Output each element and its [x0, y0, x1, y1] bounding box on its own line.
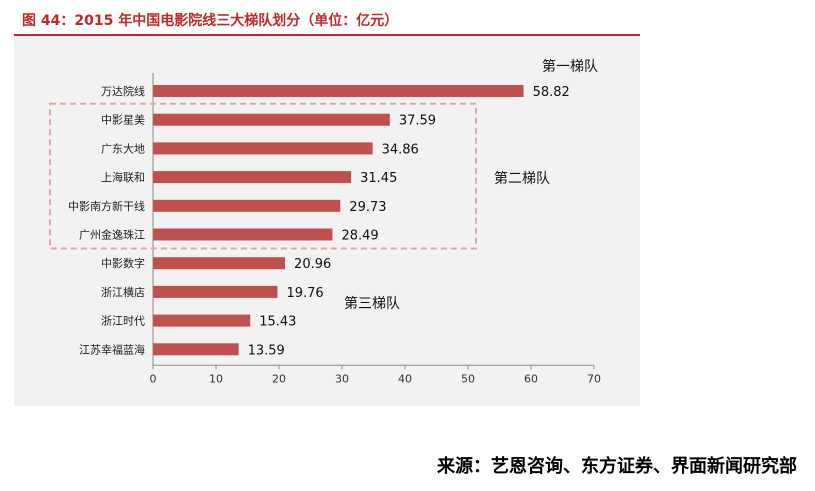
bar	[153, 228, 333, 241]
chart-figure: 图 44：2015 年中国电影院线三大梯队划分（单位：亿元） 0 10 20 30 40…	[14, 6, 640, 406]
data-label: 19.76	[286, 286, 323, 301]
category-label: 浙江横店	[101, 285, 145, 299]
data-label: 37.59	[399, 114, 436, 129]
x-tick-label: 30	[335, 372, 349, 385]
bar	[153, 171, 352, 184]
category-label: 万达院线	[101, 84, 145, 98]
bar	[153, 343, 239, 356]
x-tick-label: 70	[587, 372, 601, 385]
bar	[153, 257, 286, 270]
data-label: 13.59	[248, 343, 285, 358]
data-label: 20.96	[294, 257, 331, 272]
data-label: 29.73	[349, 200, 386, 215]
data-label: 31.45	[360, 171, 397, 186]
bar	[153, 285, 278, 298]
tier-2-label: 第二梯队	[494, 170, 550, 187]
bar	[153, 314, 251, 327]
x-tick-label: 40	[398, 372, 412, 385]
data-label: 58.82	[533, 85, 570, 100]
tier-1-label: 第一梯队	[542, 58, 598, 75]
tier-2-box	[49, 102, 477, 250]
data-label: 34.86	[382, 142, 419, 157]
bar	[153, 199, 341, 212]
data-label: 15.43	[259, 315, 296, 330]
category-label: 广州金逸珠江	[79, 228, 145, 242]
data-label: 28.49	[341, 229, 378, 244]
bar	[153, 142, 373, 155]
chart-title: 图 44：2015 年中国电影院线三大梯队划分（单位：亿元）	[22, 13, 399, 29]
chart-svg: 0 10 20 30 40 50 60 70 万达院线 58.82 中影星美 37.59 广东大地 34.…	[49, 58, 601, 385]
x-tick-label: 60	[524, 372, 538, 385]
category-label: 中影数字	[101, 256, 145, 270]
category-label: 上海联和	[101, 170, 145, 184]
tier-3-label: 第三梯队	[344, 295, 400, 312]
category-label: 广东大地	[101, 141, 145, 155]
bar	[153, 113, 390, 126]
title-bar: 图 44：2015 年中国电影院线三大梯队划分（单位：亿元）	[14, 6, 640, 36]
category-label: 江苏幸福蓝海	[79, 342, 145, 356]
category-label: 中影南方新干线	[68, 199, 145, 213]
x-tick-label: 50	[461, 372, 475, 385]
x-tick-label: 10	[209, 372, 223, 385]
category-label: 浙江时代	[101, 315, 145, 328]
category-label: 中影星美	[101, 114, 145, 127]
bar	[153, 85, 524, 97]
x-tick-label: 0	[150, 372, 157, 385]
x-tick-label: 20	[272, 372, 286, 385]
source-note: 来源：艺恩咨询、东方证券、界面新闻研究部	[437, 456, 797, 477]
